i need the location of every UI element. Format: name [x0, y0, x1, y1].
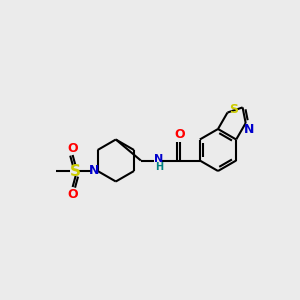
Text: N: N — [154, 154, 164, 164]
Text: S: S — [70, 164, 81, 178]
Text: N: N — [244, 122, 254, 136]
Text: O: O — [67, 188, 78, 200]
Text: O: O — [67, 142, 78, 154]
Text: N: N — [88, 164, 99, 178]
Text: S: S — [229, 103, 238, 116]
Text: H: H — [155, 163, 163, 172]
Text: O: O — [175, 128, 185, 141]
